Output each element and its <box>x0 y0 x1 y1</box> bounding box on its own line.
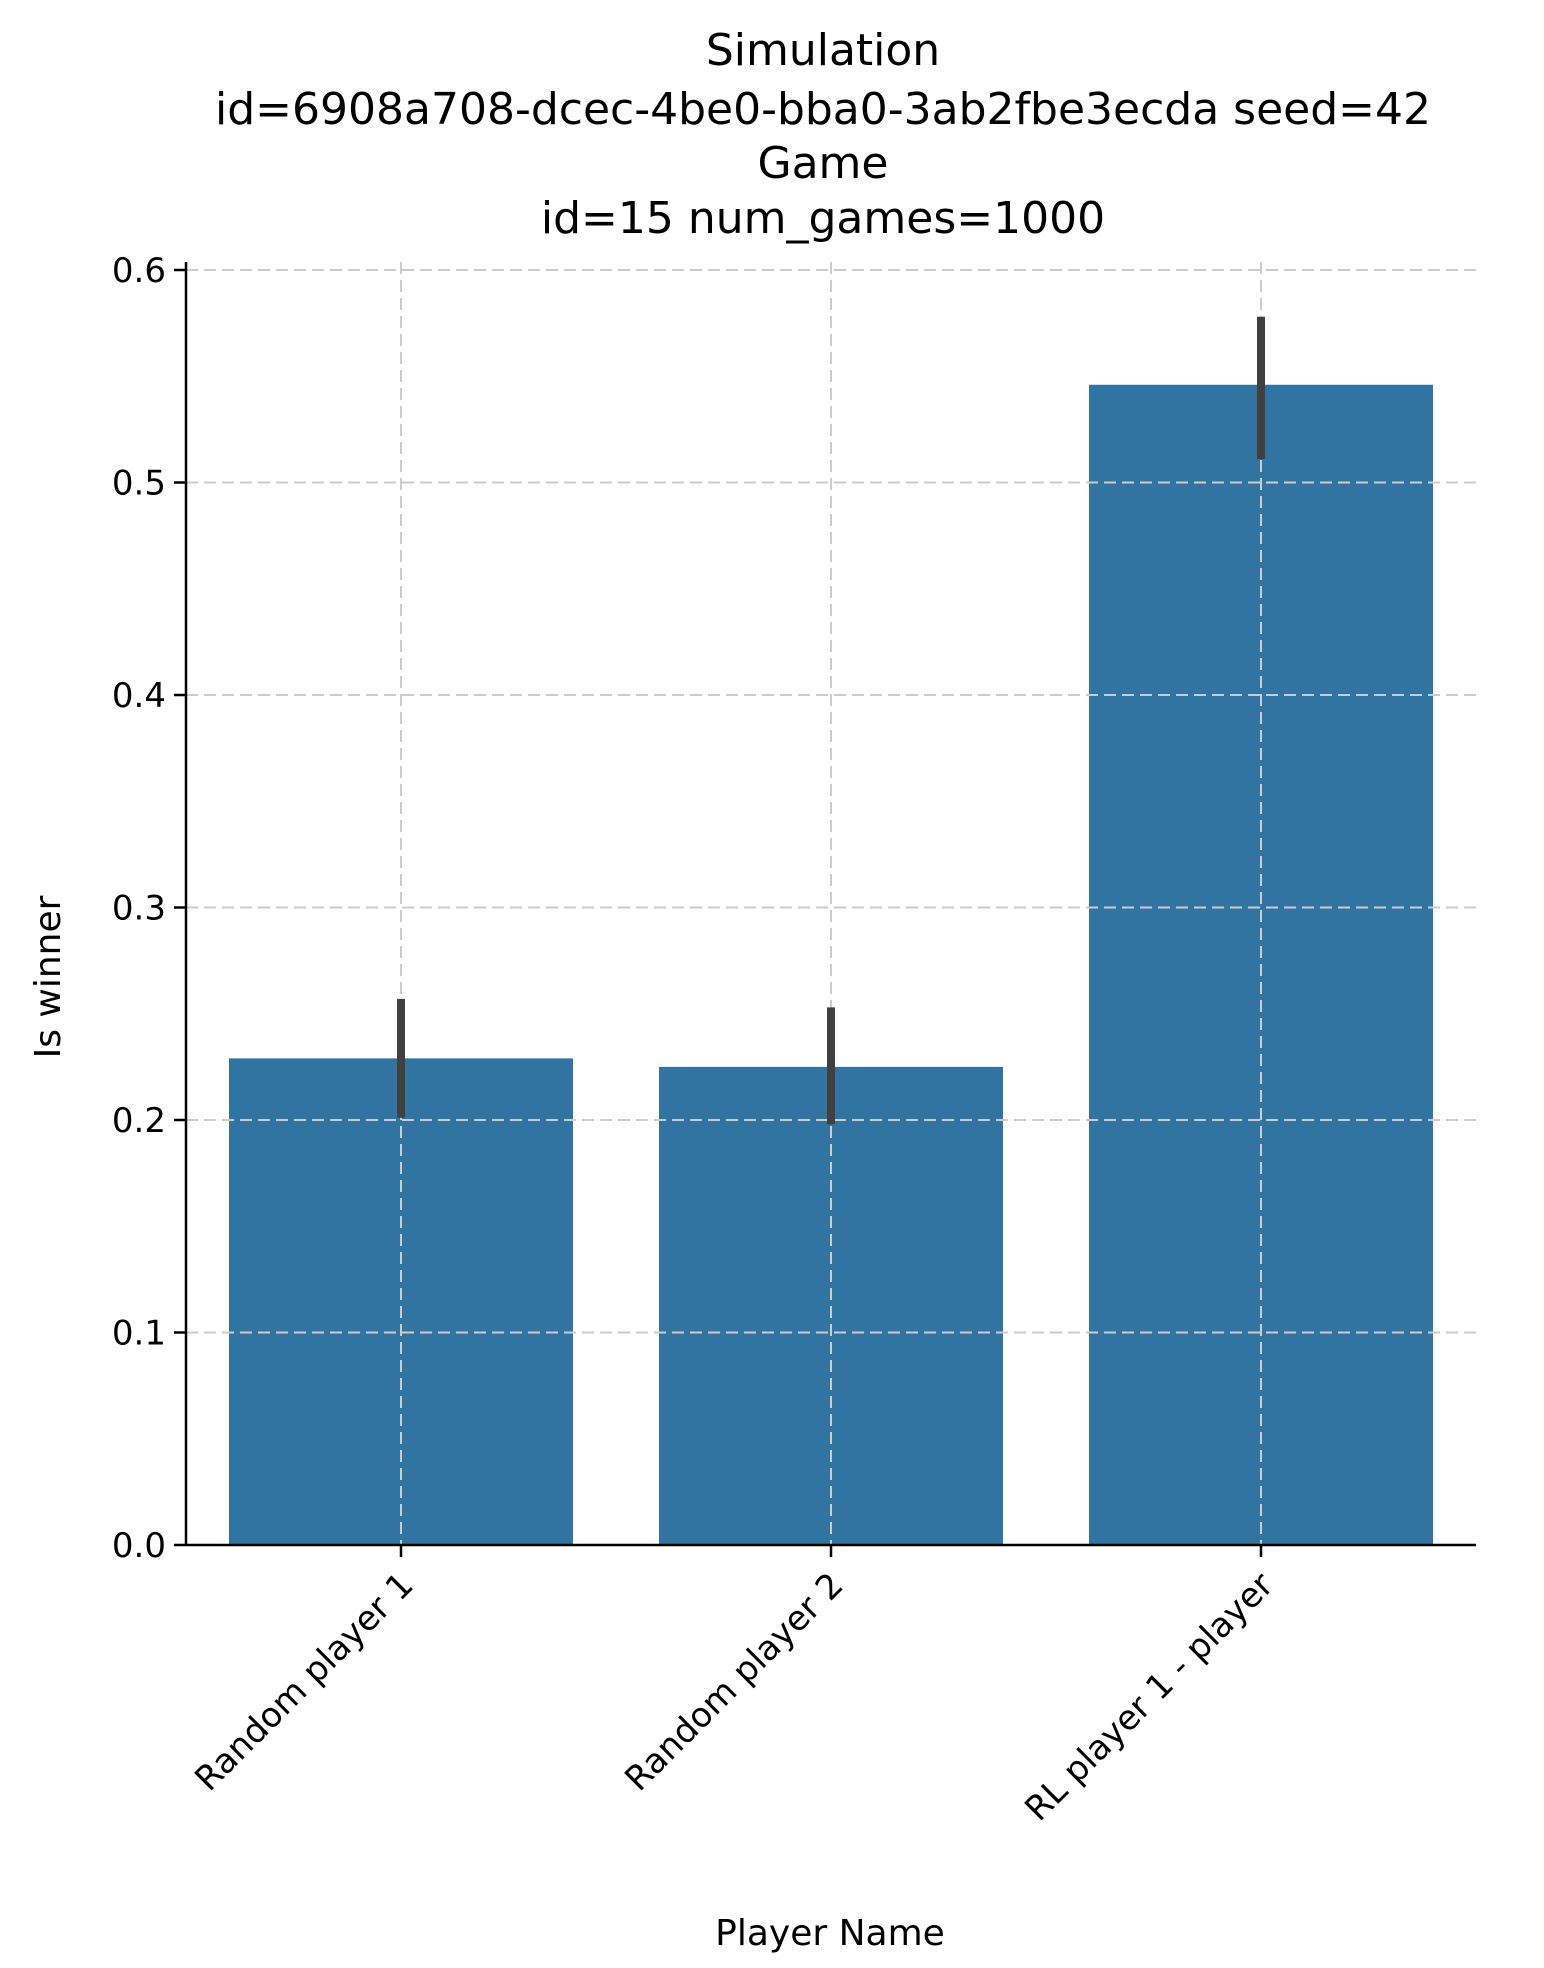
x-tick-label: RL player 1 - player <box>1017 1565 1281 1829</box>
y-tick-label: 0.5 <box>112 464 166 504</box>
bar <box>229 1058 573 1545</box>
y-axis-label: Is winner <box>28 895 69 1058</box>
bars <box>186 262 1476 1545</box>
y-tick-label: 0.4 <box>112 676 166 716</box>
y-tick-label: 0.3 <box>112 889 166 929</box>
y-tick-label: 0.0 <box>112 1526 166 1566</box>
error-bars <box>397 316 1265 1125</box>
title-line-2: id=6908a708-dcec-4be0-bba0-3ab2fbe3ecda … <box>215 84 1431 135</box>
y-ticks: 0.0 0.1 0.2 0.3 0.4 0.5 0.6 <box>112 251 186 1566</box>
y-tick-label: 0.6 <box>112 251 166 291</box>
y-tick-label: 0.2 <box>112 1101 166 1141</box>
chart-title: Simulation id=6908a708-dcec-4be0-bba0-3a… <box>215 25 1431 244</box>
x-axis-label: Player Name <box>715 1913 945 1954</box>
title-line-4: id=15 num_games=1000 <box>541 193 1105 244</box>
title-line-3: Game <box>758 138 889 189</box>
x-tick-label: Random player 1 <box>187 1565 421 1799</box>
x-ticks: Random player 1 Random player 2 RL player … <box>187 1545 1281 1829</box>
x-tick-label: Random player 2 <box>617 1565 851 1799</box>
title-line-1: Simulation <box>706 25 940 76</box>
y-tick-label: 0.1 <box>112 1314 166 1354</box>
